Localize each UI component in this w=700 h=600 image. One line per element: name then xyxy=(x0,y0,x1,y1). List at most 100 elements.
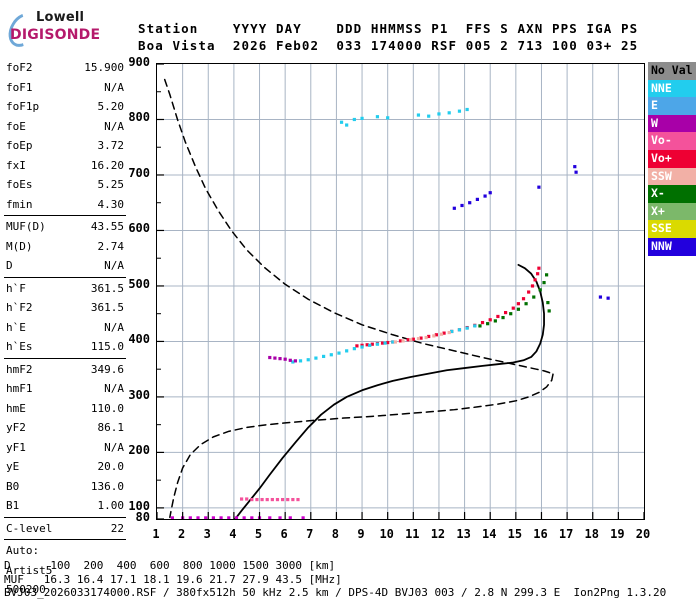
auto-code: 500200 xyxy=(6,583,46,596)
param-row-b1: B1 1.00 xyxy=(4,496,126,516)
echo-series-isolated-scatter xyxy=(537,165,610,300)
echo-point xyxy=(480,320,485,325)
param-value: 20.0 xyxy=(97,460,125,473)
param-row-foe: foE N/A xyxy=(4,117,126,137)
echo-point xyxy=(280,497,285,502)
echo-point xyxy=(524,302,528,306)
param-value: 361.5 xyxy=(90,281,124,295)
legend-item-noval[interactable]: No Val xyxy=(648,62,696,80)
x-axis-tick-label: 6 xyxy=(280,527,288,541)
param-separator xyxy=(4,357,126,359)
legend-item-nnw[interactable]: NNW xyxy=(648,237,696,256)
echo-point xyxy=(204,516,208,519)
param-value: 5.25 xyxy=(97,178,125,191)
station-header-columns: Station YYYY DAY DDD HHMMSS P1 FFS S AXN… xyxy=(138,21,639,36)
echo-point xyxy=(352,117,356,122)
param-key: hmF1 xyxy=(6,382,33,395)
legend-item-vo[interactable]: Vo- xyxy=(648,132,696,150)
x-axis-tick-label: 10 xyxy=(379,527,394,541)
legend-item-w[interactable]: W xyxy=(648,114,696,133)
echo-point xyxy=(478,324,482,328)
param-row-md: M(D) 2.74 xyxy=(4,237,126,257)
echo-point xyxy=(573,165,577,169)
echo-point xyxy=(314,356,318,360)
legend-item-vo[interactable]: Vo+ xyxy=(648,149,696,168)
echo-point xyxy=(546,301,550,305)
echo-point xyxy=(511,306,515,310)
auto-label: Auto: xyxy=(6,544,40,557)
legend-item-e[interactable]: E xyxy=(648,97,696,115)
echo-point xyxy=(365,343,369,347)
echo-point xyxy=(296,497,300,502)
echo-point xyxy=(368,343,372,347)
echo-point xyxy=(360,116,364,120)
param-key: h`E xyxy=(6,320,26,334)
legend-item-x[interactable]: X- xyxy=(648,185,696,203)
param-key: hmF2 xyxy=(6,362,33,376)
echo-point xyxy=(375,342,380,346)
echo-point xyxy=(409,338,413,342)
legend-item-sse[interactable]: SSE xyxy=(648,220,696,238)
legend-item-x[interactable]: X+ xyxy=(648,202,696,221)
echo-point xyxy=(532,295,536,299)
echo-point xyxy=(447,111,451,115)
param-value: 16.20 xyxy=(90,158,124,172)
echo-point xyxy=(260,497,264,502)
param-key: foF2 xyxy=(6,61,33,74)
echo-point xyxy=(416,337,421,341)
echo-point xyxy=(542,281,546,285)
echo-point xyxy=(345,349,349,353)
echo-point xyxy=(419,336,423,340)
param-value: N/A xyxy=(104,259,124,272)
x-axis-tick-label: 4 xyxy=(229,527,237,541)
echo-point xyxy=(268,355,272,360)
param-key: h`F2 xyxy=(6,301,33,314)
echo-point xyxy=(416,113,421,117)
echo-point xyxy=(460,203,464,208)
param-value: 361.5 xyxy=(90,301,124,314)
echo-series-w-magenta-low-frequency-tail xyxy=(268,355,298,363)
echo-point xyxy=(509,312,513,316)
echo-point xyxy=(386,340,390,345)
param-separator xyxy=(4,276,126,278)
param-value: 115.0 xyxy=(90,340,124,353)
echo-point xyxy=(424,335,428,340)
legend-item-nne[interactable]: NNE xyxy=(648,79,696,98)
x-axis-tick-label: 14 xyxy=(481,527,497,541)
echo-point xyxy=(234,516,239,519)
echo-point xyxy=(391,340,395,344)
echo-series-x-trace-f-region xyxy=(478,273,551,328)
echo-point xyxy=(545,273,549,277)
echo-point xyxy=(322,354,326,359)
echo-point xyxy=(437,112,441,116)
echo-point xyxy=(439,332,444,336)
echo-point xyxy=(268,516,272,519)
ionogram-plot[interactable] xyxy=(156,63,645,520)
station-header-values: Boa Vista 2026 Feb02 033 174000 RSF 005 … xyxy=(138,38,639,53)
echo-point xyxy=(432,334,436,338)
echo-point xyxy=(538,288,542,292)
echo-point xyxy=(434,333,438,337)
param-key: foEs xyxy=(6,178,33,191)
param-value: N/A xyxy=(104,80,124,94)
param-key: D xyxy=(6,259,13,272)
logo-digisonde-text: DIGISONDE xyxy=(10,27,101,43)
param-value: 110.0 xyxy=(90,401,124,415)
param-value: 4.30 xyxy=(97,197,125,211)
param-row-hf2: h`F2 361.5 xyxy=(4,298,126,318)
echo-point xyxy=(533,278,537,282)
param-value: 349.6 xyxy=(90,362,124,376)
footer-muf-row: MUF 16.3 16.4 17.1 18.1 19.6 21.7 27.9 4… xyxy=(4,572,342,586)
electron-density-profile xyxy=(234,263,545,519)
echo-point xyxy=(219,516,223,519)
echo-point xyxy=(339,120,344,124)
doppler-direction-legend[interactable]: No Val NNE E W Vo- Vo+ SSW X- X+ SSE NNW xyxy=(648,62,696,256)
legend-item-ssw[interactable]: SSW xyxy=(648,167,696,186)
echo-point xyxy=(288,516,292,519)
echo-point xyxy=(386,116,390,120)
x-axis-tick-label: 17 xyxy=(558,527,574,541)
param-key: hmE xyxy=(6,401,26,415)
param-key: foF1 xyxy=(6,80,33,94)
param-row-hes: h`Es 115.0 xyxy=(4,337,126,357)
echo-point xyxy=(401,339,405,343)
